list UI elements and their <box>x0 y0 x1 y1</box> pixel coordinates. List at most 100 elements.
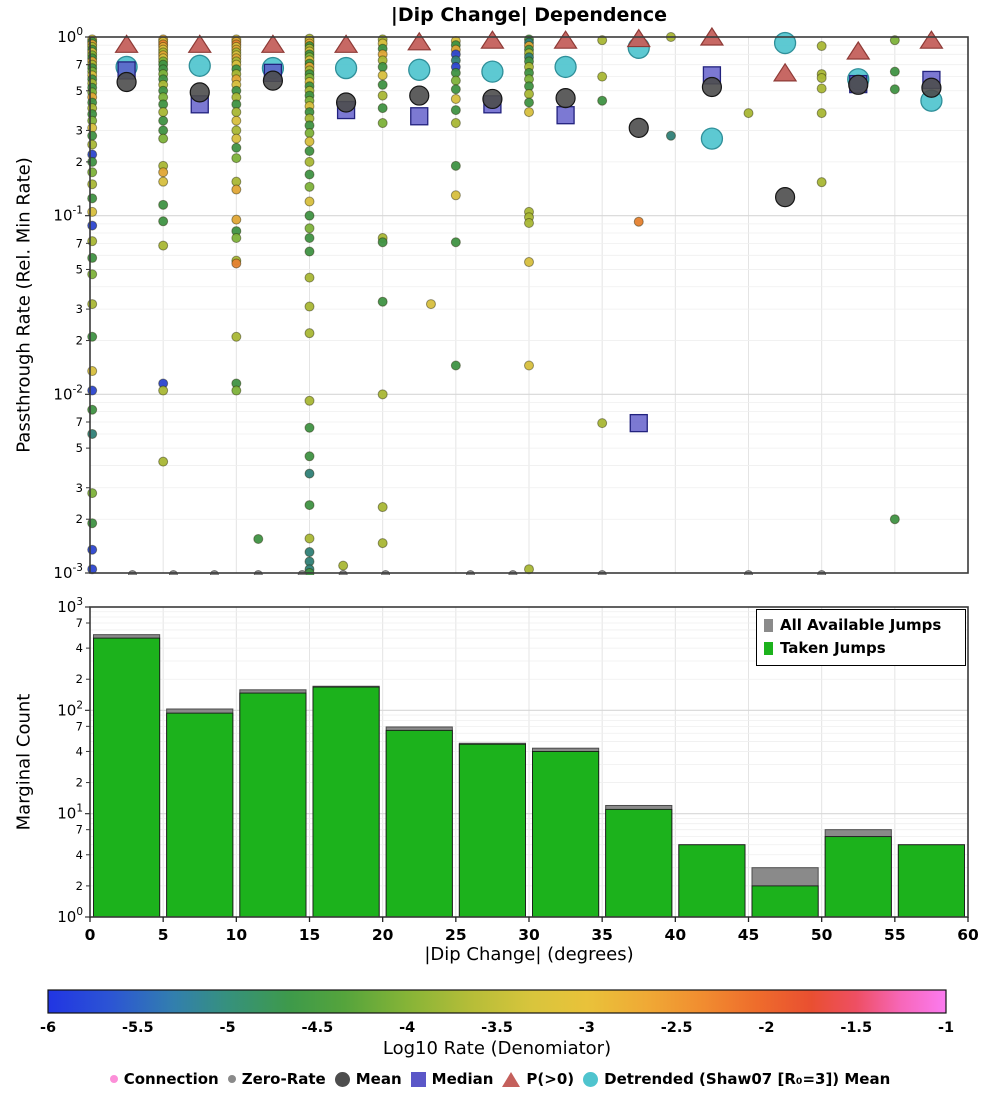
bar-taken <box>385 729 453 918</box>
scatter-point <box>450 360 461 371</box>
scatter-point <box>304 223 315 234</box>
scatter-point <box>597 95 608 106</box>
x-tick-label: 5 <box>158 926 169 944</box>
p-gt0-marker <box>626 28 651 48</box>
y-minor-tick-label: 2 <box>76 334 83 348</box>
legend-item-zero-rate: Zero-Rate <box>227 1070 326 1088</box>
x-tick-label: 20 <box>372 926 394 944</box>
scatter-point <box>87 385 98 396</box>
y-minor-tick-label: 7 <box>76 236 83 250</box>
legend-label: Taken Jumps <box>780 639 886 658</box>
scatter-point <box>524 88 534 99</box>
y-minor-tick-label: 2 <box>76 776 83 790</box>
y-tick-exponent: -1 <box>73 205 83 217</box>
detrended-mean-marker <box>700 127 724 150</box>
colorbar-tick-label: -3.5 <box>481 1020 513 1036</box>
scatter-point <box>231 107 242 118</box>
y-minor-tick-label: 2 <box>76 672 83 686</box>
legend-item-p-0: P(>0) <box>502 1070 574 1088</box>
scatter-point <box>231 232 242 243</box>
x-tick-label: 55 <box>884 926 906 944</box>
y-tick-label: 10-1 <box>53 205 83 225</box>
scatter-point <box>450 118 461 129</box>
bar-taken <box>312 686 380 918</box>
zero-rate-point <box>128 570 137 575</box>
scatter-point <box>304 451 315 462</box>
colorbar-tick-label: -2.5 <box>661 1020 693 1036</box>
detrended-shaw07-r-3-mean-dot-icon <box>583 1071 599 1087</box>
scatter-point <box>338 560 349 571</box>
scatter-point <box>524 360 534 371</box>
scatter-point <box>231 115 242 126</box>
colorbar-tick-label: -3 <box>579 1020 595 1036</box>
legend-item-detrended-shaw07-r-3-mean: Detrended (Shaw07 [R₀=3]) Mean <box>583 1070 890 1088</box>
scatter-point <box>87 220 98 231</box>
x-tick-label: 0 <box>85 926 96 944</box>
median-marker <box>556 106 575 125</box>
scatter-point <box>377 61 388 72</box>
detrended-mean-marker <box>773 31 797 55</box>
scatter-point <box>304 547 315 558</box>
colorbar-tick-label: -5 <box>220 1020 236 1036</box>
y-tick-exponent: -3 <box>73 562 83 574</box>
y-tick-label: 102 <box>57 699 83 719</box>
scatter-point <box>377 538 388 549</box>
zero-rate-point <box>744 570 753 575</box>
scatter-point <box>158 133 169 144</box>
scatter-point <box>889 66 900 77</box>
colorbar-gradient-bar <box>47 989 947 1014</box>
scatter-point <box>377 90 388 101</box>
y-minor-tick-label: 2 <box>76 879 83 893</box>
scatter-point <box>231 385 242 396</box>
colorbar-label: Log10 Rate (Denomiator) <box>382 1038 612 1059</box>
median-marker <box>410 107 429 126</box>
scatter-point <box>665 130 676 141</box>
p-gt0-marker <box>114 34 139 53</box>
zero-rate-point <box>338 570 348 575</box>
y-minor-tick-label: 7 <box>76 58 83 72</box>
detrended-mean-marker <box>334 56 358 80</box>
scatter-point <box>87 488 98 499</box>
y-minor-tick-label: 3 <box>76 123 83 137</box>
mean-marker <box>409 85 430 106</box>
legend-entry-all-available-jumps: All Available Jumps <box>764 614 958 637</box>
scatter-point <box>450 160 461 171</box>
connection-dot-icon <box>109 1075 118 1083</box>
x-tick-label: 35 <box>591 926 613 944</box>
all-available-jumps-swatch <box>764 619 773 633</box>
y-tick-label: 100 <box>57 906 83 926</box>
median-marker <box>629 413 648 433</box>
legend-entry-taken-jumps: Taken Jumps <box>764 637 958 660</box>
mean-marker <box>555 88 576 109</box>
scatter-point <box>87 518 98 529</box>
detrended-mean-marker <box>554 55 577 79</box>
scatter-point <box>524 107 534 118</box>
histogram-legend: All Available Jumps Taken Jumps <box>756 609 966 666</box>
y-minor-tick-label: 7 <box>76 719 83 733</box>
mean-marker <box>701 76 723 98</box>
y-minor-tick-label: 4 <box>76 641 83 655</box>
colorbar-tick-label: -2 <box>758 1020 774 1036</box>
scatter-point <box>633 216 644 227</box>
bar-taken <box>751 885 819 918</box>
bar-taken <box>93 637 161 918</box>
scatter-point <box>743 108 754 119</box>
zero-rate-point <box>381 570 390 575</box>
legend-item-median: Median <box>410 1070 493 1088</box>
p-gt0-marker <box>846 40 871 60</box>
scatter-point <box>87 167 98 178</box>
bar-taken <box>239 692 307 918</box>
p-gt0-marker <box>187 34 212 53</box>
scatter-point <box>304 301 315 312</box>
scatter-point <box>87 236 98 247</box>
scatter-point <box>450 237 461 248</box>
scatter-point <box>158 107 169 118</box>
y-minor-tick-label: 5 <box>76 441 83 455</box>
scatter-point <box>524 217 534 228</box>
scatter-point <box>304 136 315 147</box>
scatter-point <box>87 544 98 555</box>
scatter-point <box>87 193 98 204</box>
scatter-point <box>231 125 242 136</box>
scatter-point <box>158 456 169 467</box>
mean-marker <box>262 70 284 91</box>
